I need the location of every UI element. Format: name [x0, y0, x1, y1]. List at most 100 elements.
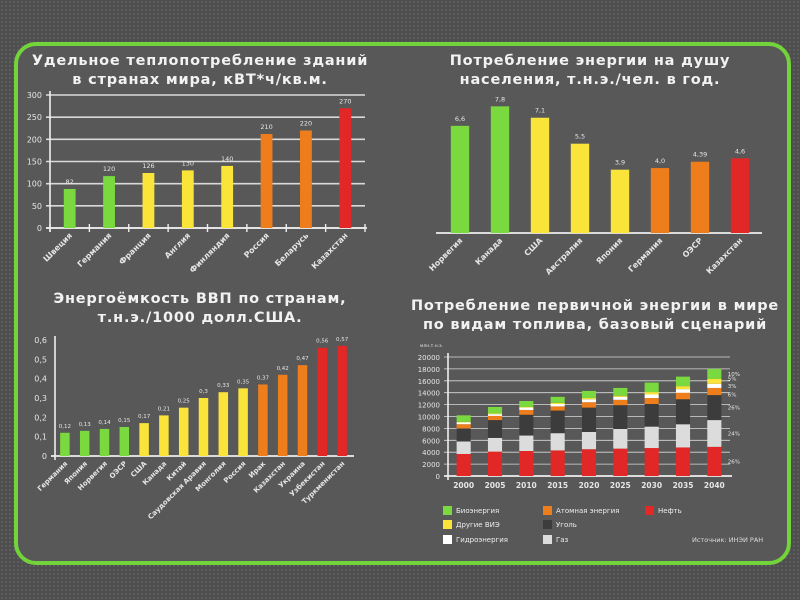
legend-label: Другие ВИЭ	[456, 520, 500, 529]
stacked-segment	[707, 368, 722, 380]
stacked-segment	[456, 415, 471, 422]
data-label: 0,37	[257, 375, 270, 381]
stacked-segment	[644, 394, 659, 399]
data-label: 6,6	[455, 115, 465, 123]
bar	[142, 173, 155, 228]
x-tick-label: Россия	[242, 231, 271, 260]
x-tick-label: Финляндия	[188, 231, 232, 275]
stacked-segment	[644, 392, 659, 395]
y-tick-label: 20000	[418, 354, 440, 362]
x-tick-label: 2000	[453, 481, 474, 490]
x-tick-label: 2010	[516, 481, 537, 490]
stacked-segment	[581, 399, 597, 403]
data-label: 7,8	[495, 95, 505, 103]
bar	[139, 423, 149, 456]
data-label: 0,57	[336, 337, 349, 343]
stacked-segment	[613, 396, 628, 400]
data-label: 270	[339, 97, 351, 105]
legend-swatch	[645, 506, 654, 515]
stacked-segment	[644, 404, 659, 427]
bar	[300, 130, 312, 228]
bar	[181, 170, 194, 228]
y-tick-label: 12000	[418, 402, 440, 410]
bar	[570, 143, 590, 233]
x-tick-label: Швеция	[42, 231, 75, 264]
data-label: 126	[142, 162, 154, 170]
bar	[650, 168, 670, 233]
bar	[218, 392, 229, 456]
data-label: 3,9	[615, 159, 625, 167]
infographic-panel	[14, 42, 791, 565]
legend-swatch	[543, 506, 552, 515]
bar	[277, 374, 288, 456]
y-tick-label: 16000	[418, 378, 440, 386]
stacked-segment	[675, 376, 691, 387]
y-tick-label: 2000	[422, 461, 440, 469]
data-label: 4,39	[693, 151, 707, 159]
data-label: 7,1	[535, 107, 545, 115]
bar	[317, 347, 328, 456]
stacked-segment	[550, 402, 565, 405]
bar	[690, 161, 710, 233]
stacked-segment	[675, 399, 691, 425]
bar	[490, 106, 510, 233]
chart-title-intensity: Энергоёмкость ВВП по странам, т.н.э./100…	[20, 290, 380, 328]
bar	[60, 432, 70, 456]
stacked-segment	[644, 448, 659, 476]
stacked-segment	[581, 431, 597, 450]
share-label: 26%	[728, 459, 740, 465]
data-label: 0,12	[59, 424, 71, 430]
x-tick-label: 2035	[673, 481, 694, 490]
y-tick-label: 4000	[422, 449, 440, 457]
stacked-segment	[456, 422, 471, 425]
bar	[238, 388, 248, 456]
bar	[339, 108, 352, 228]
bar	[103, 176, 115, 228]
data-label: 130	[182, 159, 194, 167]
stacked-segment	[487, 451, 503, 476]
stacked-segment	[644, 382, 659, 393]
data-label: 0,25	[178, 399, 191, 405]
y-tick-label: 200	[27, 135, 42, 144]
stacked-segment	[675, 447, 691, 476]
stacked-segment	[675, 389, 691, 393]
y-tick-label: 0	[436, 473, 440, 481]
chart-title-heat: Удельное теплопотребление зданий в стран…	[20, 52, 380, 90]
stacked-segment	[707, 446, 722, 476]
legend-item-oil: Нефть	[645, 506, 682, 515]
legend-swatch	[543, 535, 552, 544]
legend-label: Биоэнергия	[456, 506, 500, 515]
stacked-segment	[487, 406, 503, 414]
data-label: 140	[221, 155, 233, 163]
x-tick-label: Германия	[627, 236, 665, 274]
legend-item-hydro: Гидроэнергия	[443, 535, 508, 544]
share-label: 5%	[728, 376, 737, 382]
stacked-segment	[519, 406, 534, 408]
bar	[337, 345, 347, 456]
title-line: в странах мира, кВТ*ч/кв.м.	[72, 72, 328, 88]
x-tick-label: Англия	[163, 231, 192, 260]
bar	[297, 365, 308, 456]
bar	[119, 427, 130, 456]
data-label: 0,15	[118, 418, 131, 424]
x-tick-label: Германия	[76, 231, 114, 269]
stacked-segment	[581, 407, 597, 432]
stacked-segment	[644, 398, 659, 405]
stacked-segment	[707, 383, 722, 388]
title-line: по видам топлива, базовый сценарий	[422, 317, 768, 333]
bar	[159, 415, 169, 456]
title-line: Удельное теплопотребление зданий	[31, 53, 369, 69]
title-line: т.н.э./1000 долл.США.	[97, 310, 303, 326]
stacked-segment	[487, 420, 503, 438]
stacked-segment	[550, 406, 565, 411]
share-label: 3%	[728, 384, 737, 390]
stacked-segment	[613, 428, 628, 449]
share-label: 24%	[728, 431, 740, 437]
data-label: 0,17	[138, 414, 151, 420]
x-tick-label: Германия	[36, 460, 69, 493]
stacked-segment	[675, 386, 691, 390]
x-tick-label: 2040	[704, 481, 725, 490]
data-label: 0,14	[98, 420, 111, 426]
y-tick-label: 0,3	[34, 394, 47, 403]
share-label: 10%	[728, 372, 740, 378]
